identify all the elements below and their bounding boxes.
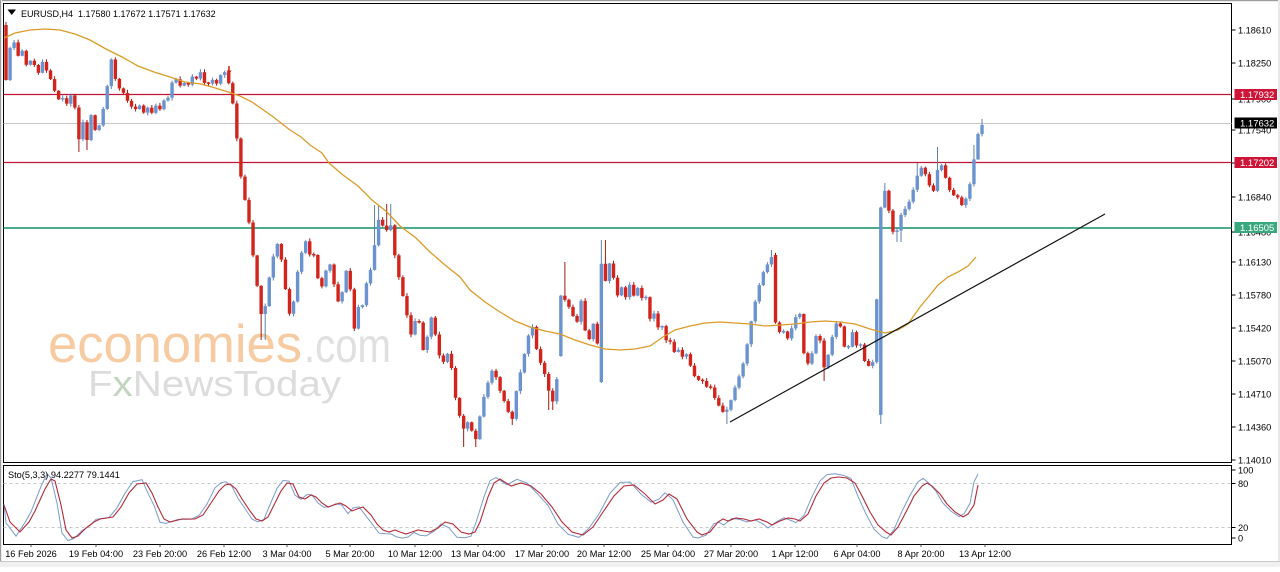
svg-text:1.15420: 1.15420 — [1238, 324, 1271, 334]
svg-text:1.15070: 1.15070 — [1238, 357, 1271, 367]
svg-text:3 Mar 04:00: 3 Mar 04:00 — [262, 549, 311, 559]
svg-text:.com: .com — [304, 320, 391, 373]
svg-text:1.16840: 1.16840 — [1238, 193, 1271, 203]
svg-text:FxNewsToday: FxNewsToday — [88, 363, 342, 404]
svg-text:1.16130: 1.16130 — [1238, 258, 1271, 268]
svg-text:26 Feb 12:00: 26 Feb 12:00 — [197, 549, 251, 559]
svg-text:0: 0 — [1238, 534, 1243, 544]
svg-text:1 Apr 12:00: 1 Apr 12:00 — [772, 549, 819, 559]
svg-text:1.17540: 1.17540 — [1238, 126, 1271, 136]
svg-text:20 Mar 12:00: 20 Mar 12:00 — [577, 549, 631, 559]
svg-text:1.17632: 1.17632 — [1240, 119, 1274, 130]
svg-text:20: 20 — [1238, 523, 1248, 533]
svg-text:1.16505: 1.16505 — [1240, 223, 1274, 234]
svg-text:27 Mar 20:00: 27 Mar 20:00 — [704, 549, 758, 559]
svg-text:EURUSD,H4 1.17580 1.17672 1.1: EURUSD,H4 1.17580 1.17672 1.17571 1.1763… — [21, 9, 216, 19]
svg-text:1.15780: 1.15780 — [1238, 291, 1271, 301]
svg-text:19 Feb 04:00: 19 Feb 04:00 — [69, 549, 123, 559]
svg-text:10 Mar 12:00: 10 Mar 12:00 — [388, 549, 442, 559]
svg-text:6 Apr 04:00: 6 Apr 04:00 — [834, 549, 881, 559]
svg-text:1.14010: 1.14010 — [1238, 456, 1271, 466]
svg-text:100: 100 — [1238, 466, 1253, 476]
svg-text:13 Apr 12:00: 13 Apr 12:00 — [959, 549, 1011, 559]
svg-text:25 Mar 04:00: 25 Mar 04:00 — [641, 549, 695, 559]
svg-text:23 Feb 20:00: 23 Feb 20:00 — [133, 549, 187, 559]
svg-text:8 Apr 20:00: 8 Apr 20:00 — [898, 549, 945, 559]
svg-text:1.17932: 1.17932 — [1240, 90, 1274, 101]
svg-text:1.17202: 1.17202 — [1240, 158, 1274, 169]
svg-text:17 Mar 20:00: 17 Mar 20:00 — [515, 549, 569, 559]
svg-text:13 Mar 04:00: 13 Mar 04:00 — [451, 549, 505, 559]
svg-text:1.18610: 1.18610 — [1238, 26, 1271, 36]
svg-text:80: 80 — [1238, 479, 1248, 489]
svg-text:1.14710: 1.14710 — [1238, 390, 1271, 400]
svg-text:Sto(5,3,3) 94.2277 79.1441: Sto(5,3,3) 94.2277 79.1441 — [8, 470, 120, 480]
svg-text:economies: economies — [48, 315, 302, 374]
svg-text:5 Mar 20:00: 5 Mar 20:00 — [325, 549, 374, 559]
svg-text:1.18250: 1.18250 — [1238, 59, 1271, 69]
svg-text:16 Feb 2026: 16 Feb 2026 — [5, 549, 57, 559]
svg-text:1.14360: 1.14360 — [1238, 423, 1271, 433]
